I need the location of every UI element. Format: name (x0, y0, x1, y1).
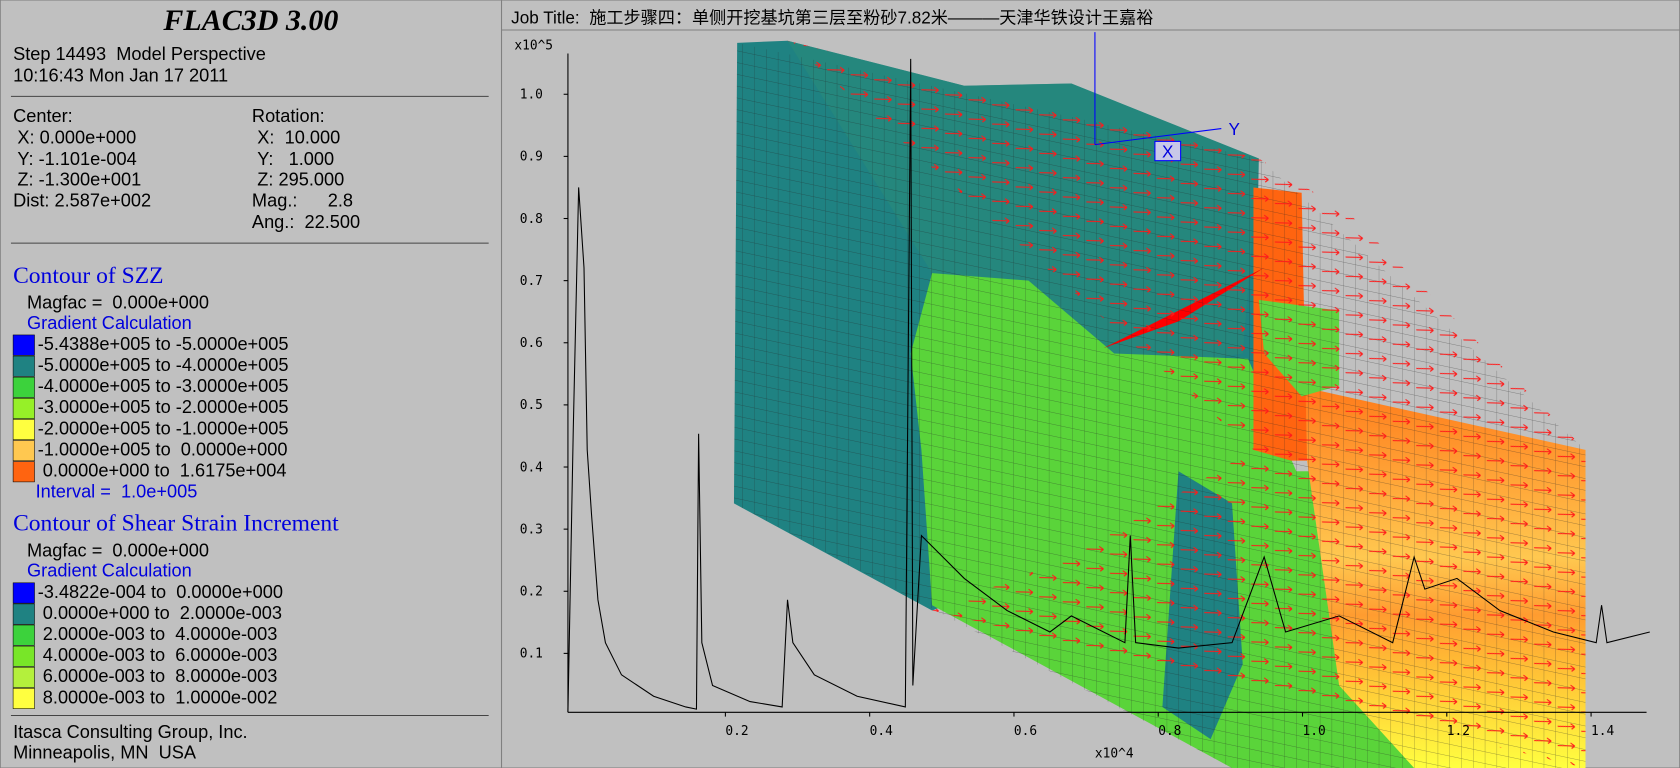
info-panel (0, 0, 503, 768)
contour-title: Contour of SZZ (13, 263, 163, 289)
legend-label: -1.0000e+005 to 0.0000e+000 (38, 439, 288, 459)
center-y: Y: -1.101e-004 (17, 149, 136, 169)
center-x: X: 0.000e+000 (17, 128, 136, 148)
x-tick-label: 0.2 (725, 724, 748, 739)
timestamp: 10:16:43 Mon Jan 17 2011 (13, 65, 228, 85)
rotation-label: Rotation: (252, 106, 325, 126)
job-title: Job Title: 施工步骤四：单侧开挖基坑第三层至粉砂7.82米———天津华… (511, 8, 1153, 28)
legend-swatch (12, 334, 35, 356)
x-tick-label: 1.2 (1447, 724, 1470, 739)
legend-label: 6.0000e-003 to 8.0000e-003 (38, 666, 278, 686)
dist: Dist: 2.587e+002 (13, 191, 151, 211)
contour-title: Contour of Shear Strain Increment (13, 511, 339, 537)
location: Minneapolis, MN USA (13, 742, 197, 762)
legend-swatch (12, 582, 35, 604)
y-tick-label: 0.9 (520, 150, 543, 165)
rotation-z: Z: 295.000 (257, 169, 344, 189)
x-tick-label: 0.8 (1158, 724, 1181, 739)
legend-label: -5.4388e+005 to -5.0000e+005 (38, 334, 289, 354)
axis-label: X (1162, 141, 1174, 161)
legend-swatch (12, 376, 35, 398)
interval: Interval = 1.0e+005 (36, 481, 198, 501)
x-tick-label: 1.4 (1591, 724, 1614, 739)
velocity-vectors (787, 40, 1586, 768)
magfac: Magfac = 0.000e+000 (27, 540, 209, 560)
x-tick-label: 0.6 (1014, 724, 1037, 739)
y-tick-label: 0.5 (520, 398, 543, 413)
x-tick-label: 1.0 (1303, 724, 1326, 739)
ticks: 1.0 0.9 0.8 0.7 0.6 0.5 0.4 0.3 0.2 0.1 0.2 0.4 0.6 0… (520, 88, 1615, 739)
x-multiplier: x10^4 (1095, 746, 1134, 761)
legend-swatch (12, 688, 35, 709)
y-tick-label: 0.7 (520, 274, 543, 289)
history-line (567, 58, 1650, 713)
step: Step 14493 Model Perspective (13, 44, 266, 64)
y-tick-label: 0.3 (520, 522, 543, 537)
y-multiplier: x10^5 (514, 38, 553, 53)
legend-swatch (12, 461, 35, 483)
legend-swatch (12, 645, 35, 667)
legend-swatch (12, 666, 35, 688)
legend-label: -4.0000e+005 to -3.0000e+005 (38, 376, 289, 396)
legend-swatch (12, 419, 35, 440)
legend-swatch (12, 624, 35, 646)
center-label: Center: (13, 106, 73, 126)
rotation-y: Y: 1.000 (257, 149, 334, 169)
method: Gradient Calculation (27, 561, 192, 581)
mag: Mag.: 2.8 (252, 191, 353, 211)
y-tick-label: 0.1 (520, 647, 543, 662)
legend-label: 2.0000e-003 to 4.0000e-003 (38, 624, 278, 644)
legend-label: -2.0000e+005 to -1.0000e+005 (38, 418, 289, 438)
legend-label: -3.0000e+005 to -2.0000e+005 (38, 397, 289, 417)
y-tick-label: 1.0 (520, 88, 543, 103)
y-tick-label: 0.8 (520, 212, 543, 227)
y-tick-label: 0.4 (520, 460, 543, 475)
y-tick-label: 0.6 (520, 336, 543, 351)
app-title: FLAC3D 3.00 (162, 4, 338, 37)
company: Itasca Consulting Group, Inc. (13, 722, 248, 742)
method: Gradient Calculation (27, 313, 192, 333)
legend-label: 0.0000e+000 to 1.6175e+004 (38, 461, 287, 481)
legend-label: 8.0000e-003 to 1.0000e-002 (38, 687, 278, 707)
y-tick-label: 0.2 (520, 585, 543, 600)
axis-label: Y (1228, 119, 1240, 139)
magfac: Magfac = 0.000e+000 (27, 292, 209, 312)
rotation-x: X: 10.000 (257, 128, 340, 148)
legend-label: -5.0000e+005 to -4.0000e+005 (38, 355, 289, 375)
legend-label: -3.4822e-004 to 0.0000e+000 (38, 582, 283, 602)
ang: Ang.: 22.500 (252, 212, 360, 232)
legend-swatch (12, 355, 35, 377)
legend-label: 4.0000e-003 to 6.0000e-003 (38, 645, 278, 665)
legend-swatch (12, 397, 35, 419)
legend-swatch (12, 603, 35, 625)
axis-triad (1094, 128, 1222, 146)
x-tick-label: 0.4 (870, 724, 893, 739)
center-z: Z: -1.300e+001 (17, 169, 141, 189)
model: X Y (733, 32, 1586, 768)
legend-swatch (12, 440, 35, 462)
legend-label: 0.0000e+000 to 2.0000e-003 (38, 603, 282, 623)
axis-box (1154, 140, 1182, 162)
